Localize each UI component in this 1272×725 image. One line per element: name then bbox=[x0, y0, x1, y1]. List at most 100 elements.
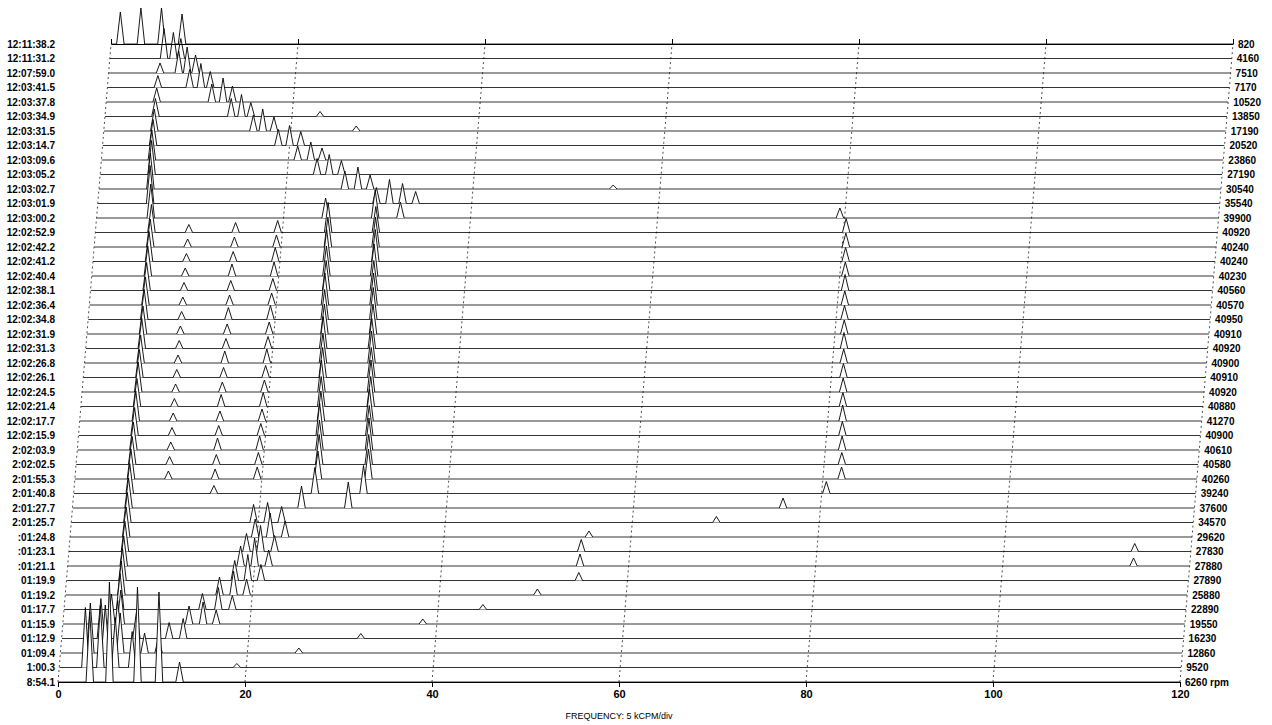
trace bbox=[63, 590, 1185, 624]
time-label: 01:19.2 bbox=[21, 590, 55, 601]
spectrum-peak bbox=[256, 436, 263, 450]
spectrum-peak bbox=[585, 531, 592, 537]
spectrum-peak bbox=[174, 355, 181, 363]
time-label: 2:02:03.9 bbox=[12, 445, 55, 456]
chart-container: 020406080100120FREQUENCY: 5 kCPM/div12:1… bbox=[0, 0, 1272, 725]
spectrum-peak bbox=[192, 55, 199, 73]
spectrum-peak bbox=[250, 115, 257, 131]
x-tick: 0 bbox=[55, 682, 61, 700]
x-axis: 020406080100120 bbox=[55, 682, 1189, 700]
spectrum-peak bbox=[227, 99, 234, 117]
spectrum-peak bbox=[270, 117, 277, 131]
x-top-tick-mark bbox=[298, 39, 299, 44]
x-tick-label: 120 bbox=[1171, 688, 1189, 700]
spectrum-peak bbox=[137, 8, 144, 44]
time-label: 8:54.1 bbox=[27, 677, 56, 688]
spectrum-peak bbox=[223, 324, 230, 334]
spectrum-peak bbox=[178, 14, 185, 44]
spectrum-peak bbox=[286, 126, 293, 146]
x-tick-mark bbox=[806, 682, 807, 687]
spectrum-peak bbox=[274, 221, 281, 233]
rpm-label: 23860 bbox=[1228, 155, 1256, 166]
spectrum-peak bbox=[1131, 544, 1138, 552]
rpm-label: 40880 bbox=[1208, 401, 1236, 412]
trace bbox=[75, 449, 1197, 479]
rpm-label: 27830 bbox=[1196, 546, 1224, 557]
x-top-tick bbox=[111, 39, 112, 44]
trace-baseline bbox=[77, 450, 1199, 451]
time-label: 12:02:42.2 bbox=[7, 242, 56, 253]
rpm-label: 40260 bbox=[1202, 474, 1230, 485]
spectrum-peak bbox=[576, 554, 583, 566]
time-label: 12:02:36.4 bbox=[7, 300, 56, 311]
spectrum-peak bbox=[232, 223, 239, 233]
x-tick-mark bbox=[245, 682, 246, 687]
spectrum-peak bbox=[117, 12, 124, 44]
trace-baseline bbox=[100, 174, 1222, 175]
spectrum-peak bbox=[214, 438, 221, 450]
background bbox=[0, 0, 1272, 725]
spectrum-peak bbox=[366, 175, 373, 189]
spectrum-peak bbox=[141, 633, 148, 653]
time-label: 12:02:15.9 bbox=[7, 430, 56, 441]
rpm-label: 16230 bbox=[1189, 633, 1217, 644]
spectrum-peak bbox=[272, 248, 279, 262]
spectrum-peak bbox=[297, 132, 304, 146]
spectrum-peak bbox=[419, 619, 426, 624]
trace-baseline bbox=[62, 638, 1184, 639]
spectrum-peak bbox=[199, 602, 206, 624]
spectrum-peak bbox=[179, 297, 186, 305]
trace bbox=[66, 549, 1188, 581]
trace-baseline bbox=[80, 421, 1202, 422]
rpm-label: 40920 bbox=[1222, 227, 1250, 238]
time-label: 12:03:37.8 bbox=[7, 97, 56, 108]
trace-baseline bbox=[101, 160, 1223, 161]
spectrum-peak bbox=[840, 349, 847, 363]
x-top-tick-mark bbox=[485, 39, 486, 44]
trace bbox=[80, 389, 1202, 421]
spectrum-peak bbox=[167, 442, 174, 450]
time-label: 12:03:34.9 bbox=[7, 111, 56, 122]
rpm-label: 39900 bbox=[1224, 213, 1252, 224]
spectrum-peak bbox=[311, 468, 318, 494]
time-label: 01:19.9 bbox=[21, 575, 55, 586]
trace bbox=[100, 141, 1222, 175]
trace bbox=[68, 536, 1190, 566]
rpm-label: 29620 bbox=[1197, 532, 1225, 543]
spectrum-peak bbox=[180, 283, 187, 291]
time-label: 12:02:40.4 bbox=[7, 271, 56, 282]
spectrum-peak bbox=[354, 167, 361, 189]
time-label: 2:01:27.7 bbox=[12, 503, 55, 514]
spectrum-peak bbox=[225, 308, 232, 320]
time-label: 1:00.3 bbox=[27, 662, 56, 673]
spectrum-peak bbox=[212, 610, 219, 624]
trace bbox=[111, 8, 1233, 44]
trace-baseline bbox=[69, 551, 1191, 552]
spectrum-peak bbox=[839, 405, 846, 421]
x-top-tick-mark bbox=[1046, 39, 1047, 44]
spectrum-peak bbox=[338, 161, 345, 175]
trace-baseline bbox=[88, 319, 1210, 320]
rpm-label: 13850 bbox=[1232, 111, 1260, 122]
spectrum-peak bbox=[250, 505, 257, 523]
spectrum-peak bbox=[220, 368, 227, 378]
rpm-label: 40900 bbox=[1212, 358, 1240, 369]
trace bbox=[62, 599, 1184, 639]
x-top-tick bbox=[298, 39, 299, 44]
spectrum-peak bbox=[278, 507, 285, 523]
rpm-label: 25880 bbox=[1192, 590, 1220, 601]
time-label: 12:03:41.5 bbox=[7, 82, 56, 93]
x-top-tick-mark bbox=[859, 39, 860, 44]
spectrum-peak bbox=[221, 351, 228, 363]
spectrum-peak bbox=[842, 219, 849, 233]
time-label: 12:02:34.8 bbox=[7, 314, 56, 325]
trace-baseline bbox=[110, 58, 1232, 59]
spectrum-peak bbox=[841, 320, 848, 334]
spectrum-peak bbox=[233, 664, 240, 668]
trace-baseline bbox=[60, 653, 1182, 654]
rpm-label: 39240 bbox=[1201, 488, 1229, 499]
time-label: :01:21.1 bbox=[18, 561, 56, 572]
time-label: 12:03:05.2 bbox=[7, 169, 56, 180]
trace bbox=[86, 317, 1208, 349]
spectrum-peak bbox=[281, 521, 288, 537]
